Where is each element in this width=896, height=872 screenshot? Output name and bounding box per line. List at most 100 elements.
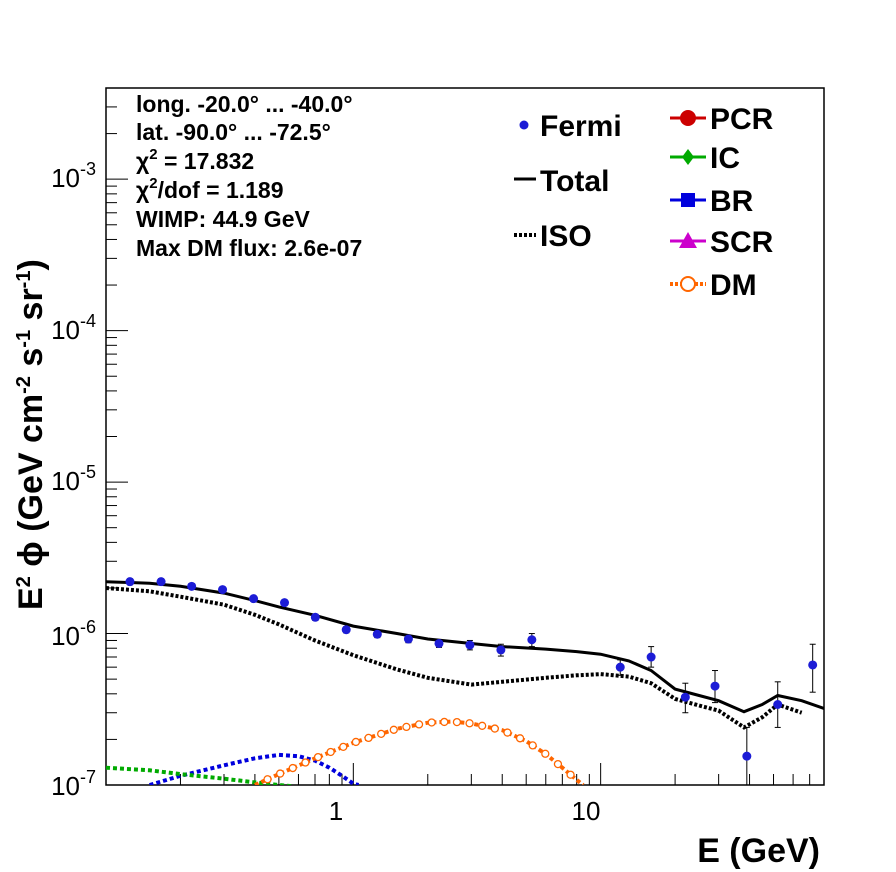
legend-label-br: BR <box>710 185 754 218</box>
fermi-point <box>372 629 382 639</box>
fermi-point <box>434 638 444 648</box>
dm-marker <box>427 718 436 727</box>
x-tick-labels: 1 10 <box>329 796 601 826</box>
dm-marker <box>339 742 348 752</box>
legend-entry-total: Total <box>514 165 609 198</box>
fermi-marker <box>773 700 783 710</box>
x-tick-label-1: 1 <box>329 796 343 826</box>
y-tick-label-1e-3: 10-3 <box>51 159 96 193</box>
fermi-point <box>465 639 475 651</box>
series-iso <box>106 586 803 730</box>
fermi-marker <box>156 577 166 587</box>
dm-marker <box>364 733 373 743</box>
info-chi2: χ2 = 17.832 <box>136 146 254 174</box>
y-tick-label-1e-4: 10-4 <box>51 311 96 345</box>
info-wimp: WIMP: 44.9 GeV <box>136 206 310 232</box>
dm-marker <box>452 717 462 727</box>
x-tick-label-10: 10 <box>572 796 601 826</box>
legend-label-dm: DM <box>710 269 757 302</box>
fermi-marker <box>808 660 818 670</box>
dm-marker <box>440 717 449 727</box>
dm-marker <box>490 724 499 733</box>
dm-marker <box>528 741 537 750</box>
fermi-marker <box>341 625 351 635</box>
model-curves <box>106 580 824 785</box>
y-axis-title: E2 ϕ (GeV cm-2 s-1 sr-1) <box>12 259 50 610</box>
fermi-marker <box>742 751 752 761</box>
legend-label-pcr: PCR <box>710 103 774 136</box>
fermi-point <box>496 643 506 657</box>
y-tick-label-1e-5: 10-5 <box>51 462 96 496</box>
fermi-point <box>403 634 413 644</box>
dm-marker <box>389 725 398 734</box>
legend-marker-fermi <box>519 120 529 130</box>
fermi-point <box>527 633 537 648</box>
fermi-marker <box>710 681 720 691</box>
dm-marker <box>288 763 297 773</box>
fermi-point <box>218 585 228 595</box>
fermi-marker <box>372 629 382 639</box>
legend-entry-dm: DM <box>670 269 757 302</box>
legend-marker-scr <box>679 232 697 248</box>
y-tick-labels: 10-7 10-6 10-5 10-4 10-3 <box>51 159 96 801</box>
fermi-marker <box>646 652 656 662</box>
fermi-marker <box>218 585 228 595</box>
legend-label-scr: SCR <box>710 226 774 259</box>
legend-label-iso: ISO <box>540 220 592 253</box>
fermi-marker <box>615 662 625 672</box>
info-max-dm-flux: Max DM flux: 2.6e-07 <box>136 235 362 261</box>
legend: Fermi Total ISO PCR IC BR SCR <box>514 103 774 302</box>
fermi-point <box>187 581 197 591</box>
fit-info: long. -20.0° ... -40.0° lat. -90.0° ... … <box>136 91 362 261</box>
fermi-point <box>280 598 290 608</box>
series-total <box>106 580 824 714</box>
fermi-point <box>341 625 351 635</box>
legend-entry-pcr: PCR <box>670 103 774 136</box>
fermi-marker <box>125 577 135 587</box>
fermi-marker <box>310 612 320 622</box>
dm-marker <box>263 775 272 784</box>
info-latitude: lat. -90.0° ... -72.5° <box>136 119 331 145</box>
fermi-point <box>680 682 690 714</box>
dm-marker <box>465 719 474 728</box>
dm-marker <box>503 728 512 737</box>
legend-marker-br <box>681 193 695 207</box>
fermi-point <box>710 670 720 704</box>
fermi-marker <box>496 645 506 655</box>
legend-marker-dm <box>680 276 696 292</box>
dm-marker <box>377 729 386 738</box>
dm-marker <box>326 747 335 757</box>
fermi-marker <box>434 638 444 648</box>
dm-marker <box>553 759 563 769</box>
legend-marker-pcr <box>680 110 696 126</box>
legend-entry-iso: ISO <box>514 220 592 253</box>
dm-marker <box>515 734 525 743</box>
info-chi2-dof: χ2/dof = 1.189 <box>136 175 284 203</box>
dm-marker <box>566 770 575 779</box>
legend-label-fermi: Fermi <box>540 110 622 143</box>
dm-marker <box>402 722 411 732</box>
fermi-point <box>615 659 625 676</box>
dm-marker <box>351 737 361 747</box>
fermi-marker <box>280 598 290 608</box>
series-ic <box>106 765 294 785</box>
dm-marker <box>313 752 323 762</box>
fermi-marker <box>680 692 690 702</box>
legend-entry-scr: SCR <box>670 226 774 259</box>
legend-label-total: Total <box>540 165 609 198</box>
x-axis-title: E (GeV) <box>697 832 820 870</box>
fermi-marker <box>187 581 197 591</box>
legend-entry-ic: IC <box>670 142 740 175</box>
legend-marker-ic <box>682 149 694 165</box>
fermi-marker <box>249 594 259 604</box>
series-br <box>149 752 360 785</box>
legend-entry-br: BR <box>670 185 754 218</box>
series-dm <box>254 719 585 785</box>
fermi-point <box>125 577 135 587</box>
fermi-point <box>646 646 656 668</box>
fermi-point <box>310 612 320 622</box>
fermi-marker <box>527 635 537 645</box>
legend-entry-fermi: Fermi <box>519 110 622 143</box>
fermi-point <box>773 681 783 728</box>
